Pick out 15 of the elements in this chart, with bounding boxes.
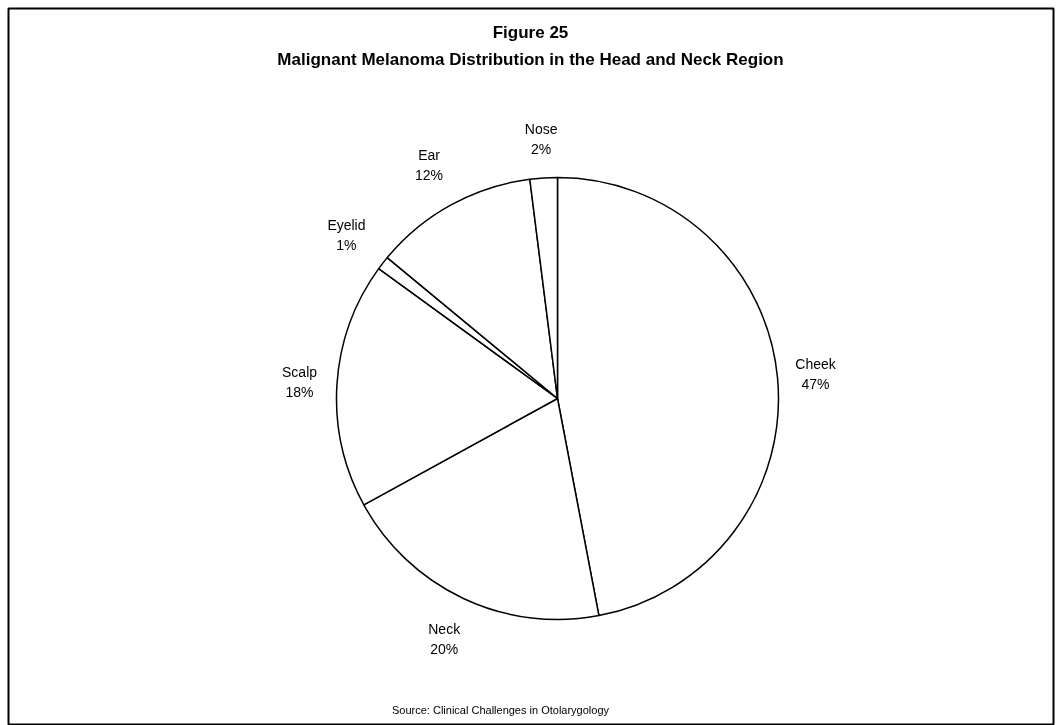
slice-label: Scalp	[282, 364, 318, 381]
slice-label: Eyelid	[327, 216, 366, 233]
slice-label: Neck	[428, 621, 462, 638]
slice-label: Nose	[524, 120, 558, 137]
slice-label: Ear	[418, 146, 441, 163]
chart-subtitle: Malignant Melanoma Distribution in the Head and Neck Region	[277, 50, 784, 69]
data-label: 47%	[801, 376, 830, 393]
slice-label: Cheek	[795, 356, 837, 373]
data-label: 1%	[336, 236, 357, 253]
data-label: 18%	[285, 384, 314, 401]
data-label: 20%	[430, 641, 459, 658]
data-label: 2%	[531, 140, 552, 157]
chart-title: Figure 25	[492, 23, 569, 42]
source-note: Source: Clinical Challenges in Otolarygology	[391, 703, 610, 716]
data-label: 12%	[415, 166, 444, 183]
